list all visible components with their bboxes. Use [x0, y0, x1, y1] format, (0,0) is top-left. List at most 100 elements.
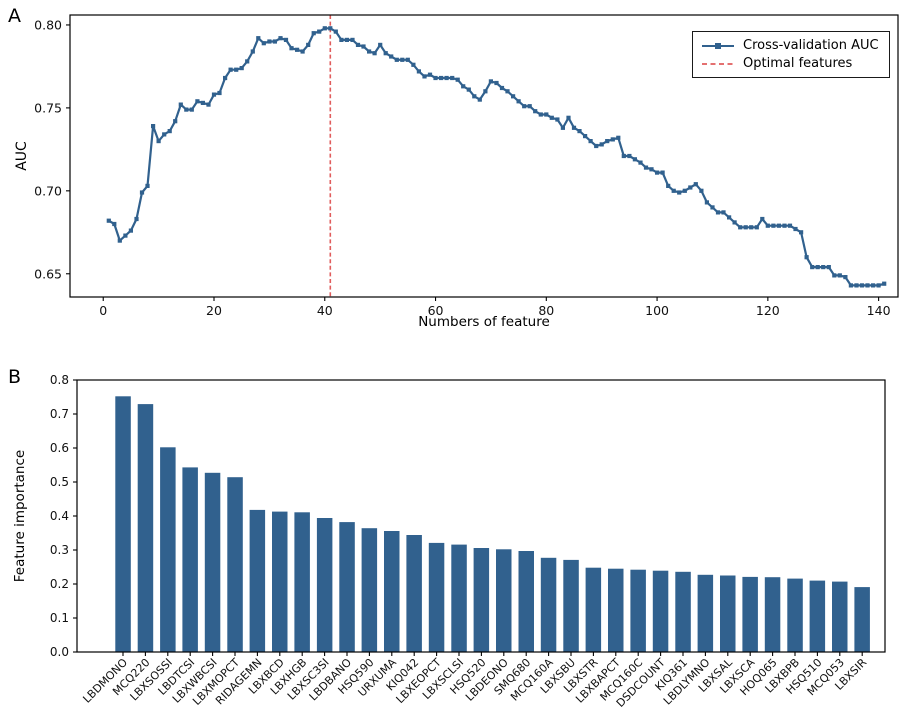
- y-tick-label: 0.7: [50, 407, 69, 421]
- bar-LBXBAPCT: [608, 568, 624, 652]
- auc-marker: [162, 132, 167, 137]
- auc-marker: [378, 42, 383, 47]
- bar-LBDTCSI: [182, 467, 198, 652]
- x-tick-label: 140: [867, 303, 891, 318]
- auc-marker: [616, 135, 621, 140]
- auc-marker: [272, 39, 277, 44]
- y-tick-label: 0.65: [34, 266, 62, 281]
- legend: Cross-validation AUC Optimal features: [692, 31, 890, 78]
- y-tick-label: 0.70: [34, 183, 62, 198]
- auc-marker: [699, 188, 704, 193]
- y-tick-label: 0.75: [34, 100, 62, 115]
- auc-marker: [821, 265, 826, 270]
- y-tick-label: 0.1: [50, 611, 69, 625]
- bar-HSQ590: [361, 528, 378, 652]
- y-tick-label: 0.5: [50, 475, 69, 489]
- auc-marker: [306, 42, 311, 47]
- auc-marker: [383, 51, 388, 56]
- bar-LBDLYMNO: [697, 574, 714, 652]
- dashed-line-sample-icon: [702, 62, 734, 65]
- panel-b-yaxis-title: Feature importance: [12, 449, 28, 583]
- auc-marker: [511, 94, 516, 99]
- legend-label-optimal: Optimal features: [743, 55, 853, 71]
- bar-KIQ361: [675, 571, 691, 652]
- auc-marker: [250, 49, 255, 54]
- bar-MCQ053: [832, 581, 848, 652]
- auc-marker: [256, 36, 261, 41]
- auc-marker: [627, 153, 632, 159]
- bar-LBXBPB: [787, 578, 803, 652]
- auc-marker: [621, 153, 626, 159]
- auc-marker: [178, 102, 183, 107]
- auc-marker: [882, 281, 887, 286]
- auc-line-chart: 0 20 40 60 80 100 120 140 0.65 0.70 0.75 0.80: [34, 14, 899, 318]
- auc-marker: [771, 223, 776, 228]
- bar-LBXSOSSI: [160, 447, 176, 652]
- auc-marker: [156, 139, 161, 144]
- auc-marker: [311, 31, 316, 36]
- auc-marker: [217, 90, 222, 96]
- auc-marker: [599, 142, 604, 147]
- auc-marker: [422, 74, 427, 79]
- auc-marker: [134, 216, 139, 222]
- bar-LBDBANO: [339, 522, 355, 652]
- legend-item-optimal: Optimal features: [700, 56, 882, 72]
- auc-marker: [289, 46, 294, 51]
- auc-marker: [843, 275, 848, 280]
- auc-marker: [660, 170, 665, 175]
- auc-marker: [405, 57, 410, 62]
- auc-marker: [533, 109, 538, 114]
- bar-MCQ220: [137, 404, 154, 652]
- bar-URXUMA: [384, 531, 400, 652]
- auc-marker: [655, 170, 660, 175]
- auc-marker: [167, 129, 172, 134]
- auc-marker: [261, 41, 266, 46]
- auc-marker: [688, 185, 693, 190]
- auc-marker: [184, 107, 189, 112]
- auc-marker: [749, 225, 754, 230]
- auc-marker: [632, 157, 637, 162]
- auc-marker: [328, 26, 333, 31]
- auc-marker: [566, 115, 571, 120]
- auc-marker: [754, 225, 759, 230]
- auc-marker: [411, 62, 416, 67]
- auc-marker: [206, 102, 211, 107]
- auc-marker: [605, 139, 610, 144]
- panel-a-xaxis-title: Numbers of feature: [418, 314, 550, 330]
- auc-marker: [400, 57, 405, 62]
- x-tick-label: 0: [99, 303, 107, 318]
- auc-marker: [112, 221, 117, 227]
- auc-marker: [477, 97, 482, 102]
- auc-marker: [245, 59, 250, 64]
- auc-marker: [361, 44, 366, 49]
- auc-marker: [710, 205, 715, 210]
- auc-marker: [549, 115, 554, 120]
- auc-marker: [693, 182, 698, 187]
- panel-a-letter: A: [8, 5, 21, 27]
- auc-marker: [677, 190, 682, 195]
- bar-RIDAGEMN: [249, 509, 266, 652]
- auc-marker: [267, 39, 272, 44]
- panel-b-letter: B: [8, 366, 22, 388]
- panel-a-yaxis-title: AUC: [14, 141, 30, 171]
- auc-marker: [610, 137, 615, 142]
- auc-marker: [505, 89, 510, 94]
- x-tick-label: 120: [756, 303, 780, 318]
- auc-marker: [228, 67, 233, 72]
- auc-marker: [638, 160, 643, 165]
- auc-marker: [145, 183, 150, 188]
- line-marker-sample-icon: [702, 42, 734, 49]
- auc-marker: [865, 283, 870, 288]
- auc-marker: [494, 80, 499, 86]
- x-tick-label: 60: [428, 303, 444, 318]
- y-tick-label: 0.6: [50, 441, 69, 455]
- auc-marker: [483, 89, 488, 94]
- auc-marker: [721, 210, 726, 215]
- auc-marker: [848, 283, 853, 288]
- auc-marker: [350, 37, 355, 42]
- bars: [115, 396, 870, 652]
- auc-marker: [666, 183, 671, 188]
- panel-b-frame: [76, 379, 886, 653]
- auc-marker: [732, 220, 737, 225]
- auc-marker: [538, 112, 543, 117]
